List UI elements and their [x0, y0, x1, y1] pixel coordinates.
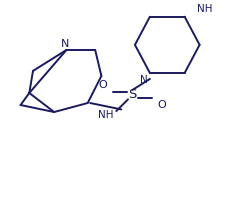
Text: NH: NH [197, 4, 212, 14]
Text: O: O [158, 100, 166, 110]
Text: N: N [140, 75, 147, 84]
Text: N: N [60, 39, 69, 49]
Text: S: S [128, 88, 137, 101]
Text: O: O [99, 80, 108, 89]
Text: NH: NH [98, 110, 113, 120]
